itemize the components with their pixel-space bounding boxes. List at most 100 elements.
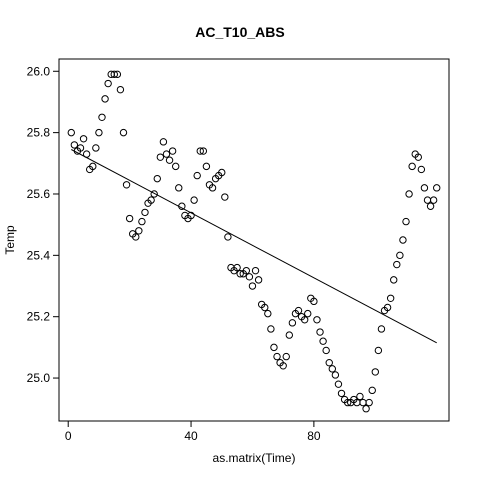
data-point [294,306,303,315]
data-point [390,276,398,284]
y-axis: 25.0 25.2 25.4 25.6 25.8 26.0 [27,64,59,385]
data-point [393,260,401,269]
data-point [368,386,376,395]
data-point [273,352,281,361]
data-point [386,294,395,302]
data-point [288,319,297,327]
data-point [319,337,327,345]
y-tick-label: 25.6 [27,187,51,201]
data-point [70,141,79,149]
x-axis-label: as.matrix(Time) [213,451,296,465]
data-point [316,328,324,336]
data-point [67,128,75,137]
data-point [190,196,198,204]
data-point [408,162,416,171]
data-point [162,150,171,158]
y-tick-label: 26.0 [27,64,51,78]
data-point [417,165,426,174]
data-point [396,251,404,260]
data-point [264,309,272,318]
data-point [135,227,143,235]
data-point [322,346,330,355]
data-point [331,371,340,379]
data-point [224,233,232,241]
data-point [429,196,438,204]
data-point [165,156,174,164]
data-point [175,184,183,192]
data-point [414,153,422,161]
data-point [221,193,229,201]
data-point [199,147,208,155]
data-point [402,217,410,226]
data-point [426,202,435,210]
data-point [116,85,125,94]
data-point [285,331,294,339]
data-point [141,208,149,217]
data-point [383,303,392,312]
data-point [150,190,158,198]
data-point [110,70,118,79]
data-point [233,263,241,272]
data-point [89,162,97,171]
y-tick-label: 25.8 [27,126,51,140]
data-point [95,128,103,137]
data-point [365,398,373,407]
data-point [156,153,165,161]
data-point [374,346,383,355]
data-point [251,266,260,275]
data-point [196,147,204,155]
data-point [245,273,254,281]
data-point [202,162,211,171]
data-point [218,168,226,177]
data-point [187,211,195,220]
data-point [138,217,146,226]
data-point [125,214,134,223]
chart-title: AC_T10_ABS [195,24,284,40]
data-point [92,144,100,152]
data-point [377,325,386,333]
data-point [325,359,333,367]
x-tick-label: 40 [184,429,198,443]
y-tick-label: 25.4 [27,248,51,262]
data-point [420,184,429,192]
x-tick-label: 0 [65,429,72,443]
data-point [79,135,88,143]
data-point [147,196,155,204]
data-point [371,368,379,376]
data-point [208,184,217,192]
data-point [356,392,364,401]
data-point [304,309,312,318]
data-point [236,270,244,278]
data-point [261,303,269,312]
data-point [104,79,112,88]
data-point [159,138,168,146]
data-point [279,362,287,370]
data-point [282,352,290,361]
data-point [76,144,85,152]
data-point [337,389,346,398]
data-points [67,70,441,413]
data-point [242,266,251,275]
data-point [254,276,263,284]
data-point [119,128,128,137]
data-point [132,233,140,241]
data-point [300,316,309,324]
data-point [334,380,343,388]
data-point [362,405,370,413]
y-tick-label: 25.0 [27,371,51,385]
y-tick-label: 25.2 [27,310,51,324]
data-point [101,95,109,103]
data-point [270,343,278,352]
x-tick-label: 80 [307,429,321,443]
data-point [171,162,180,171]
data-point [343,398,352,407]
data-point [405,190,413,198]
data-point [267,325,275,333]
data-point [113,70,122,79]
data-point [399,236,407,244]
y-axis-label: Temp [3,225,17,255]
data-point [122,181,131,189]
data-point [313,316,321,324]
